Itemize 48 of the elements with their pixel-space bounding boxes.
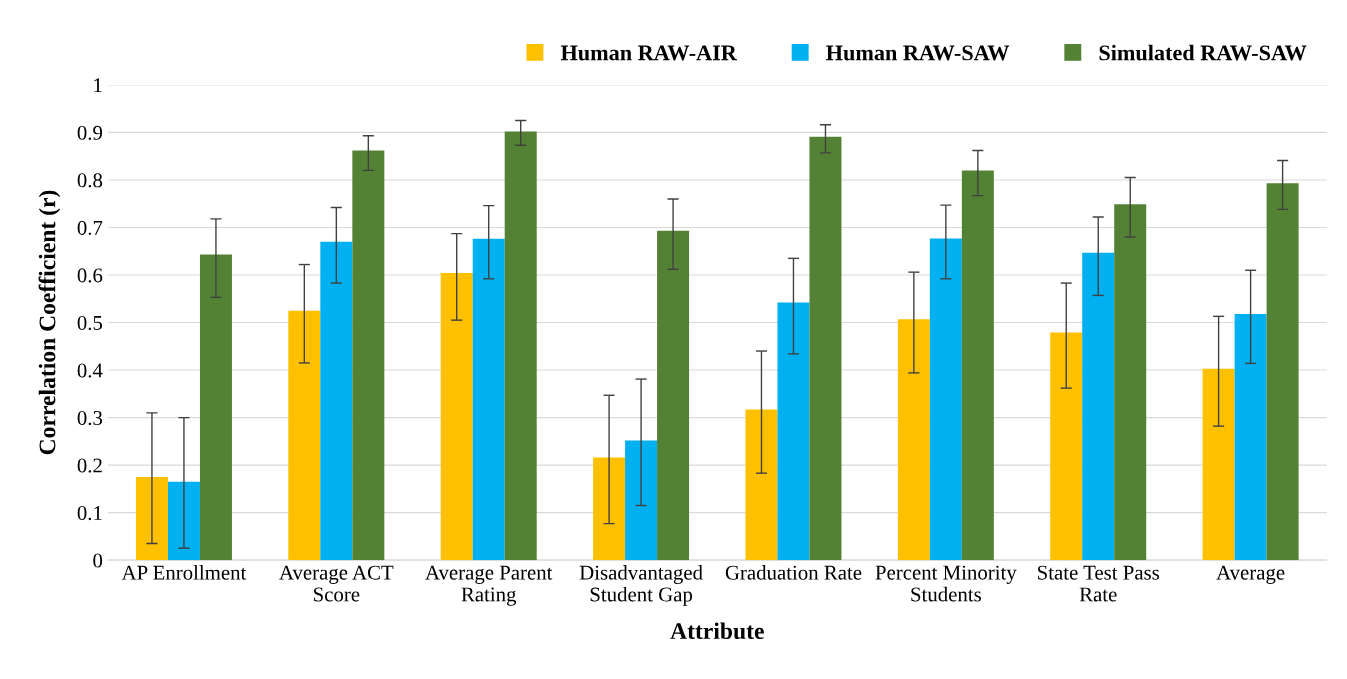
y-tick-label: 0.9 bbox=[77, 125, 103, 140]
y-tick-label: 0.6 bbox=[77, 268, 103, 283]
bar bbox=[897, 319, 930, 561]
bar bbox=[593, 457, 626, 561]
bar bbox=[288, 310, 321, 561]
y-tick-label: 0.3 bbox=[77, 410, 103, 426]
y-tick-label: 0.8 bbox=[77, 173, 103, 188]
bar bbox=[135, 477, 168, 561]
bar bbox=[1234, 313, 1267, 561]
bar bbox=[745, 409, 778, 561]
bar bbox=[1050, 332, 1083, 561]
bar bbox=[199, 254, 232, 561]
bar bbox=[929, 238, 962, 561]
bar bbox=[504, 131, 537, 561]
y-tick-label: 1 bbox=[94, 78, 102, 93]
y-tick-label: 0.5 bbox=[77, 315, 103, 331]
y-tick-label: 0 bbox=[93, 553, 103, 568]
bar bbox=[1082, 252, 1115, 561]
legend-label: Human RAW-AIR bbox=[560, 45, 738, 61]
bar bbox=[625, 440, 658, 561]
legend-label: Human RAW-SAW bbox=[826, 45, 1010, 61]
x-tick-label: Percent Minority Students bbox=[875, 565, 1017, 602]
bar bbox=[1266, 183, 1299, 561]
bar bbox=[440, 273, 473, 561]
x-tick-label: AP Enrollment bbox=[121, 565, 247, 580]
bar bbox=[320, 241, 353, 561]
bar bbox=[472, 238, 505, 561]
bar bbox=[657, 230, 690, 561]
y-tick-label: 0.4 bbox=[77, 363, 103, 378]
legend-label: Simulated RAW-SAW bbox=[1099, 44, 1307, 61]
bar bbox=[167, 481, 200, 561]
x-tick-label: Graduation Rate bbox=[725, 565, 862, 580]
bar bbox=[777, 302, 810, 561]
bar bbox=[961, 170, 994, 561]
y-tick-label: 0.2 bbox=[77, 458, 102, 473]
x-axis-title: Attribute bbox=[670, 622, 764, 640]
bar bbox=[352, 150, 385, 561]
x-tick-label: Average Parent Rating bbox=[425, 565, 553, 606]
x-tick-label: Disadvantaged Student Gap bbox=[579, 565, 703, 606]
bar bbox=[1114, 204, 1147, 561]
y-axis-title: Correlation Coefficient (r) bbox=[38, 190, 61, 455]
bar bbox=[1202, 368, 1235, 561]
bar bbox=[809, 136, 842, 561]
x-tick-label: Average ACT Score bbox=[279, 565, 394, 602]
x-tick-label: Average bbox=[1216, 565, 1285, 584]
y-tick-label: 0.7 bbox=[77, 220, 103, 235]
x-tick-label: State Test Pass Rate bbox=[1038, 565, 1160, 602]
y-tick-label: 0.1 bbox=[77, 506, 102, 521]
